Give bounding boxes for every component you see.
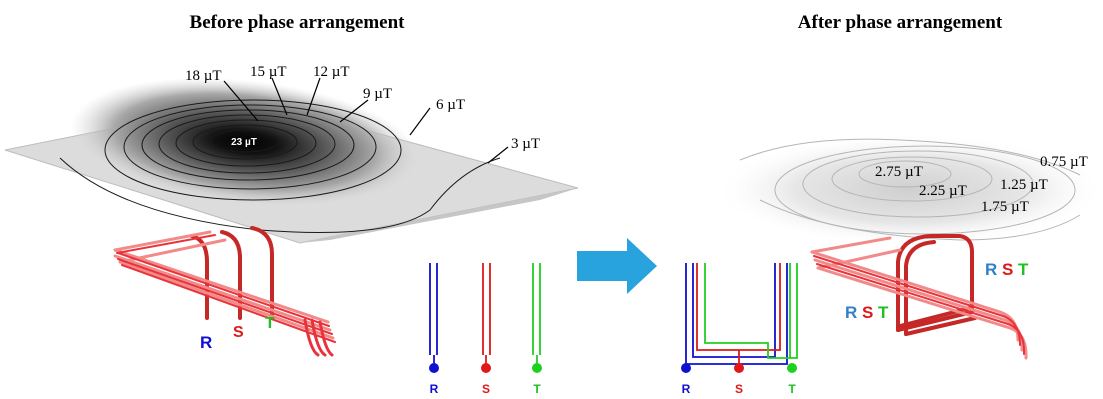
right-arrow-icon	[577, 238, 657, 294]
contour-label-6: 6 µT	[436, 97, 465, 113]
schematic-label-r-after: R	[682, 382, 691, 396]
contour-label-275: 2.75 µT	[875, 164, 923, 180]
contour-label-9: 9 µT	[363, 86, 392, 102]
node-s-before	[481, 363, 491, 373]
schematic-label-s-before: S	[482, 382, 490, 396]
phase-label-s-after-top: S	[1002, 260, 1013, 279]
phase-label-t-after-top: T	[1018, 260, 1029, 279]
phase-label-s-after-bottom: S	[862, 303, 873, 322]
phase-label-r-before: R	[200, 333, 212, 352]
before-leader-lines	[223, 77, 509, 164]
contour-label-175: 1.75 µT	[981, 199, 1029, 215]
contour-label-125: 1.25 µT	[1000, 177, 1048, 193]
schematic-label-t-before: T	[533, 382, 541, 396]
title-before: Before phase arrangement	[190, 12, 406, 33]
phase-label-t-after-bottom: T	[878, 303, 889, 322]
after-schematic	[685, 263, 798, 366]
after-field-surface	[720, 135, 1100, 245]
contour-label-225: 2.25 µT	[919, 183, 967, 199]
schematic-label-t-after: T	[788, 382, 796, 396]
phase-label-r-after-bottom: R	[845, 303, 857, 322]
contour-label-3: 3 µT	[511, 136, 540, 152]
before-field-surface	[4, 77, 579, 244]
node-r-before	[429, 363, 439, 373]
after-conductor-3d	[810, 234, 1028, 360]
node-s-after	[734, 363, 744, 373]
title-after: After phase arrangement	[798, 12, 1003, 33]
node-t-before	[532, 363, 542, 373]
schematic-label-r-before: R	[430, 382, 439, 396]
schematic-label-s-after: S	[735, 382, 743, 396]
contour-label-18: 18 µT	[185, 68, 222, 84]
contour-label-15: 15 µT	[250, 64, 287, 80]
node-t-after	[787, 363, 797, 373]
before-conductor-3d	[113, 226, 336, 357]
contour-label-075: 0.75 µT	[1040, 154, 1088, 170]
phase-label-r-after-top: R	[985, 260, 997, 279]
node-r-after	[681, 363, 691, 373]
contour-label-center: 23 µT	[231, 137, 257, 148]
before-schematic	[429, 263, 541, 366]
contour-label-12: 12 µT	[313, 64, 350, 80]
phase-label-s-before: S	[233, 324, 244, 341]
phase-label-t-before: T	[265, 315, 275, 332]
